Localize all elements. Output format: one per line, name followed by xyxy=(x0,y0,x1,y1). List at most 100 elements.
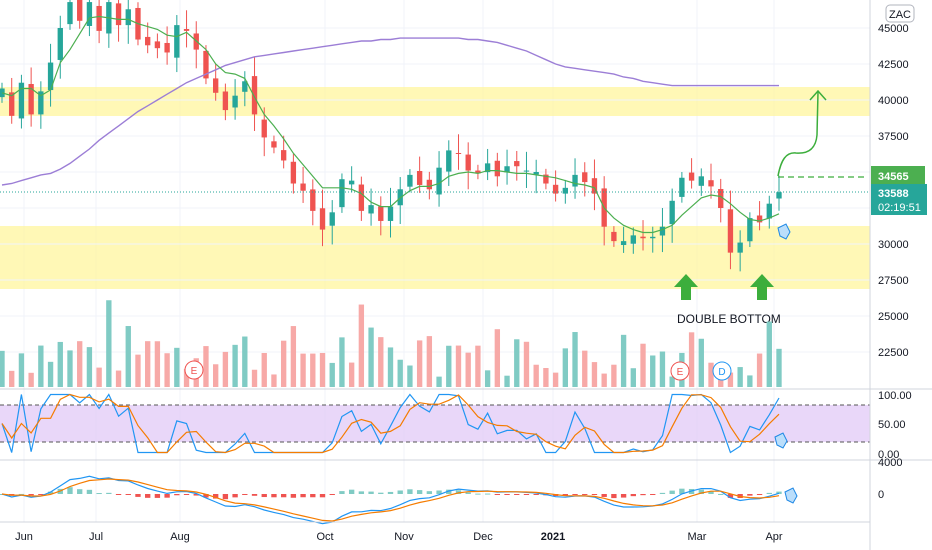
candle-body xyxy=(455,152,462,154)
symbol-badge[interactable]: ZAC xyxy=(885,4,915,23)
volume-bar xyxy=(135,354,141,387)
candle-body xyxy=(514,161,520,167)
last-price-text: 33588 xyxy=(878,188,909,200)
candle-body xyxy=(232,95,238,108)
macd-histogram-bar xyxy=(154,494,161,498)
macd-panel xyxy=(0,475,798,525)
macd-histogram-bar xyxy=(611,494,617,499)
candle-body xyxy=(280,150,287,161)
macd-histogram-bar xyxy=(708,491,714,494)
macd-histogram-bar xyxy=(426,491,433,494)
volume-bar xyxy=(115,370,122,387)
macd-histogram-bar xyxy=(222,494,229,500)
macd-histogram-bar xyxy=(378,492,384,494)
time-tick-label: Apr xyxy=(765,531,782,543)
volume-bar xyxy=(145,341,151,387)
volume-bar xyxy=(174,347,180,387)
time-axis[interactable]: Jun Jul Aug Oct Nov Dec 2021 Mar Apr xyxy=(15,531,783,543)
last-price-label: 33588 02:19:51 xyxy=(871,184,927,215)
macd-histogram-bar xyxy=(650,494,656,495)
macd-histogram-bar xyxy=(242,494,248,495)
volume-bar xyxy=(368,327,374,387)
macd-histogram-bar xyxy=(562,494,568,496)
volume-bar xyxy=(465,352,471,387)
volume-bar xyxy=(552,372,559,387)
candle-body xyxy=(261,119,267,138)
candle-body xyxy=(164,42,170,53)
macd-histogram-bar xyxy=(659,492,666,494)
volume-bar xyxy=(339,337,345,387)
candle-body xyxy=(115,3,122,26)
volume-bar xyxy=(523,341,530,387)
stochastic-d-line xyxy=(1,393,780,454)
event-label: D xyxy=(718,367,725,378)
volume-bar xyxy=(232,344,238,387)
volume-bar xyxy=(426,336,433,387)
macd-histogram-bar xyxy=(484,493,491,495)
candle-body xyxy=(698,176,704,186)
candle-body xyxy=(300,183,306,191)
macd-histogram-bar xyxy=(115,494,122,495)
stoch-tick-label: 50.00 xyxy=(878,419,906,431)
volume-bar xyxy=(378,337,384,387)
macd-scale: 4000 0 xyxy=(878,457,902,501)
volume-bar xyxy=(271,374,277,387)
volume-bar xyxy=(601,373,607,387)
target-price-text: 34565 xyxy=(878,171,909,183)
volume-bar xyxy=(57,341,63,387)
volume-bar xyxy=(28,372,34,387)
volume-bar xyxy=(650,355,656,387)
candle-body xyxy=(290,161,297,184)
earnings-event-1[interactable]: E xyxy=(184,360,204,380)
stoch-tick-label: 0.00 xyxy=(878,449,899,461)
candle-body xyxy=(620,241,627,246)
symbol-label: ZAC xyxy=(889,9,911,21)
volume-bar xyxy=(77,341,83,387)
candle-body xyxy=(125,9,131,26)
macd-histogram-bar xyxy=(319,494,326,498)
time-tick-label: Nov xyxy=(394,531,414,543)
macd-histogram-bar xyxy=(106,492,112,494)
candle-body xyxy=(766,203,772,219)
volume-bar xyxy=(747,375,753,387)
candle-body xyxy=(329,212,335,226)
macd-tick-label: 0 xyxy=(878,489,884,501)
macd-histogram-bar xyxy=(174,494,180,496)
macd-histogram-bar xyxy=(18,493,25,495)
stoch-tick-label: 100.00 xyxy=(878,390,912,402)
volume-bar xyxy=(358,304,365,387)
candle-body xyxy=(145,36,151,46)
macd-histogram-bar xyxy=(203,494,209,498)
stochastic-scale: 100.00 50.00 0.00 xyxy=(878,390,912,461)
price-tick-label: 25000 xyxy=(878,311,909,323)
volume-bar xyxy=(290,326,297,387)
double-bottom-arrow-left xyxy=(674,274,698,300)
dividend-event[interactable]: D xyxy=(712,361,732,381)
macd-histogram-bar xyxy=(397,490,403,494)
candle-body xyxy=(426,179,433,190)
volume-bar xyxy=(591,362,598,387)
macd-histogram-bar xyxy=(28,494,34,496)
candle-body xyxy=(387,206,394,221)
candle-body xyxy=(77,0,83,21)
earnings-event-2[interactable]: E xyxy=(670,361,690,381)
volume-bar xyxy=(222,351,229,387)
macd-histogram-bar xyxy=(232,494,238,498)
macd-histogram-bar xyxy=(77,489,83,494)
volume-bar xyxy=(300,353,306,387)
macd-histogram-bar xyxy=(475,493,481,495)
macd-histogram-bar xyxy=(640,494,646,496)
candle-body xyxy=(368,205,374,214)
sma-50-line xyxy=(1,15,780,234)
time-tick-label: Mar xyxy=(688,531,707,543)
candle-body xyxy=(756,215,763,223)
volume-bar xyxy=(708,362,714,387)
candle-body xyxy=(96,5,102,31)
price-tick-label: 22500 xyxy=(878,347,909,359)
macd-histogram-bar xyxy=(582,494,588,495)
macd-histogram-bar xyxy=(523,494,530,495)
macd-histogram-bar xyxy=(514,494,520,495)
candle-body xyxy=(319,208,326,230)
candle-body xyxy=(659,226,666,236)
price-panel: DOUBLE BOTTOM xyxy=(0,0,870,353)
